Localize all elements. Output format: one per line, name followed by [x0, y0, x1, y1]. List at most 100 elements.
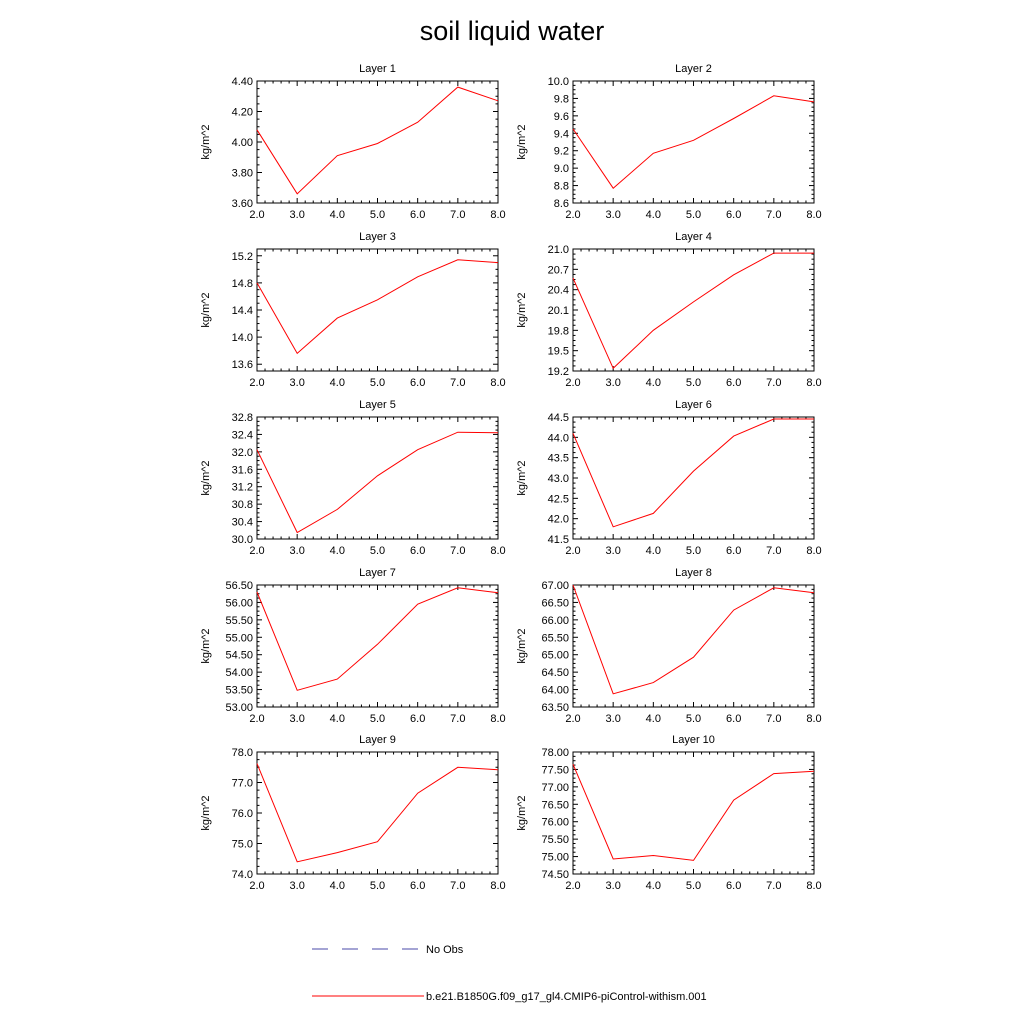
y-tick-label: 14.8 [232, 278, 253, 290]
y-tick-label: 66.00 [541, 615, 569, 627]
plot-frame [256, 584, 499, 708]
y-tick-label: 4.20 [232, 107, 253, 119]
x-tick-label: 3.0 [290, 209, 305, 221]
y-tick-label: 10.0 [548, 76, 569, 88]
y-tick-label: 30.0 [232, 534, 253, 546]
plot-frame [572, 248, 815, 372]
x-tick-label: 5.0 [370, 545, 385, 557]
y-tick-label: 41.5 [548, 534, 569, 546]
y-tick-label: 43.5 [548, 453, 569, 465]
x-tick-label: 6.0 [410, 713, 425, 725]
y-tick-label: 30.8 [232, 499, 253, 511]
y-tick-label: 14.0 [232, 332, 253, 344]
y-tick-label: 42.5 [548, 493, 569, 505]
x-tick-label: 3.0 [606, 377, 621, 389]
y-tick-label: 55.00 [225, 632, 253, 644]
series-line [256, 763, 499, 863]
y-tick-label: 43.0 [548, 473, 569, 485]
x-tick-label: 4.0 [330, 209, 345, 221]
y-tick-label: 56.50 [225, 580, 253, 592]
y-tick-label: 32.0 [232, 447, 253, 459]
legend-no-obs-label: No Obs [426, 944, 464, 956]
x-tick-label: 2.0 [565, 545, 580, 557]
panel-title: Layer 1 [359, 63, 396, 75]
panel-title: Layer 7 [359, 567, 396, 579]
x-tick-label: 8.0 [490, 209, 505, 221]
y-tick-label: 53.00 [225, 702, 253, 714]
y-tick-label: 77.50 [541, 764, 569, 776]
x-tick-label: 6.0 [410, 209, 425, 221]
x-tick-label: 6.0 [410, 377, 425, 389]
plot-frame [572, 751, 815, 875]
x-tick-label: 6.0 [726, 209, 741, 221]
x-tick-label: 5.0 [370, 377, 385, 389]
panel-title: Layer 5 [359, 399, 396, 411]
x-tick-label: 4.0 [330, 713, 345, 725]
y-tick-label: 74.50 [541, 869, 569, 881]
series-line [256, 587, 499, 691]
y-tick-label: 3.80 [232, 168, 253, 180]
y-tick-label: 8.6 [554, 198, 569, 210]
legend-model-label: b.e21.B1850G.f09_g17_gl4.CMIP6-piControl… [426, 991, 707, 1003]
panel-layer-7: Layer 7 kg/m^2 2.0 3.0 4.0 5.0 6.0 7.0 8.0 53.00 5… [200, 567, 506, 725]
x-tick-label: 5.0 [370, 713, 385, 725]
y-tick-label: 77.0 [232, 778, 253, 790]
x-tick-label: 5.0 [686, 880, 701, 892]
x-tick-label: 4.0 [646, 713, 661, 725]
x-tick-label: 6.0 [726, 377, 741, 389]
series-line [572, 95, 815, 189]
panel-title: Layer 3 [359, 231, 396, 243]
y-tick-label: 64.50 [541, 667, 569, 679]
y-tick-label: 30.4 [232, 517, 253, 529]
x-tick-label: 3.0 [290, 713, 305, 725]
series-line [572, 584, 815, 695]
x-tick-label: 7.0 [766, 209, 781, 221]
y-tick-label: 54.00 [225, 667, 253, 679]
y-tick-label: 64.00 [541, 685, 569, 697]
y-tick-label: 32.4 [232, 429, 253, 441]
x-tick-label: 6.0 [726, 880, 741, 892]
y-tick-label: 9.4 [554, 128, 569, 140]
x-tick-label: 7.0 [766, 880, 781, 892]
panel-layer-9: Layer 9 kg/m^2 2.0 3.0 4.0 5.0 6.0 7.0 8.0 74.0 75… [200, 734, 506, 892]
x-tick-label: 8.0 [490, 545, 505, 557]
x-tick-label: 7.0 [450, 377, 465, 389]
y-tick-label: 77.00 [541, 782, 569, 794]
x-tick-label: 7.0 [766, 377, 781, 389]
panel-title: Layer 2 [675, 63, 712, 75]
panel-layer-10: Layer 10 kg/m^2 2.0 3.0 4.0 5.0 6.0 7.0 8.0 74.50… [516, 734, 822, 892]
panel-layer-8: Layer 8 kg/m^2 2.0 3.0 4.0 5.0 6.0 7.0 8.0 63.50 6… [516, 567, 822, 725]
x-tick-label: 3.0 [290, 377, 305, 389]
series-line [256, 86, 499, 195]
y-tick-label: 19.5 [548, 346, 569, 358]
x-tick-label: 7.0 [450, 713, 465, 725]
x-tick-label: 2.0 [249, 880, 264, 892]
y-tick-label: 76.0 [232, 808, 253, 820]
y-tick-label: 9.2 [554, 146, 569, 158]
y-axis-label: kg/m^2 [516, 795, 528, 830]
series-line [572, 252, 814, 370]
panel-layer-1: Layer 1 kg/m^2 2.0 3.0 4.0 5.0 6.0 7.0 8.0 3.60 3.… [200, 63, 506, 221]
plot-frame [256, 751, 499, 875]
x-tick-label: 3.0 [606, 209, 621, 221]
x-tick-label: 8.0 [806, 713, 821, 725]
x-tick-label: 8.0 [806, 880, 821, 892]
panel-title: Layer 4 [675, 231, 712, 243]
panel-layer-3: Layer 3 kg/m^2 2.0 3.0 4.0 5.0 6.0 7.0 8.0 13.6 14… [200, 231, 506, 389]
x-tick-label: 2.0 [249, 545, 264, 557]
x-tick-label: 2.0 [565, 377, 580, 389]
y-axis-label: kg/m^2 [200, 628, 212, 663]
y-tick-label: 76.00 [541, 817, 569, 829]
panel-title: Layer 10 [672, 734, 715, 746]
y-tick-label: 4.40 [232, 76, 253, 88]
x-tick-label: 3.0 [606, 880, 621, 892]
x-tick-label: 3.0 [290, 545, 305, 557]
x-tick-label: 2.0 [565, 209, 580, 221]
series-line [256, 259, 499, 355]
y-tick-label: 31.2 [232, 482, 253, 494]
y-tick-label: 54.50 [225, 650, 253, 662]
y-tick-label: 31.6 [232, 464, 253, 476]
series-line [572, 764, 815, 861]
panels: Layer 1 kg/m^2 2.0 3.0 4.0 5.0 6.0 7.0 8.0 3.60 3.… [200, 63, 822, 892]
y-tick-label: 9.8 [554, 93, 569, 105]
